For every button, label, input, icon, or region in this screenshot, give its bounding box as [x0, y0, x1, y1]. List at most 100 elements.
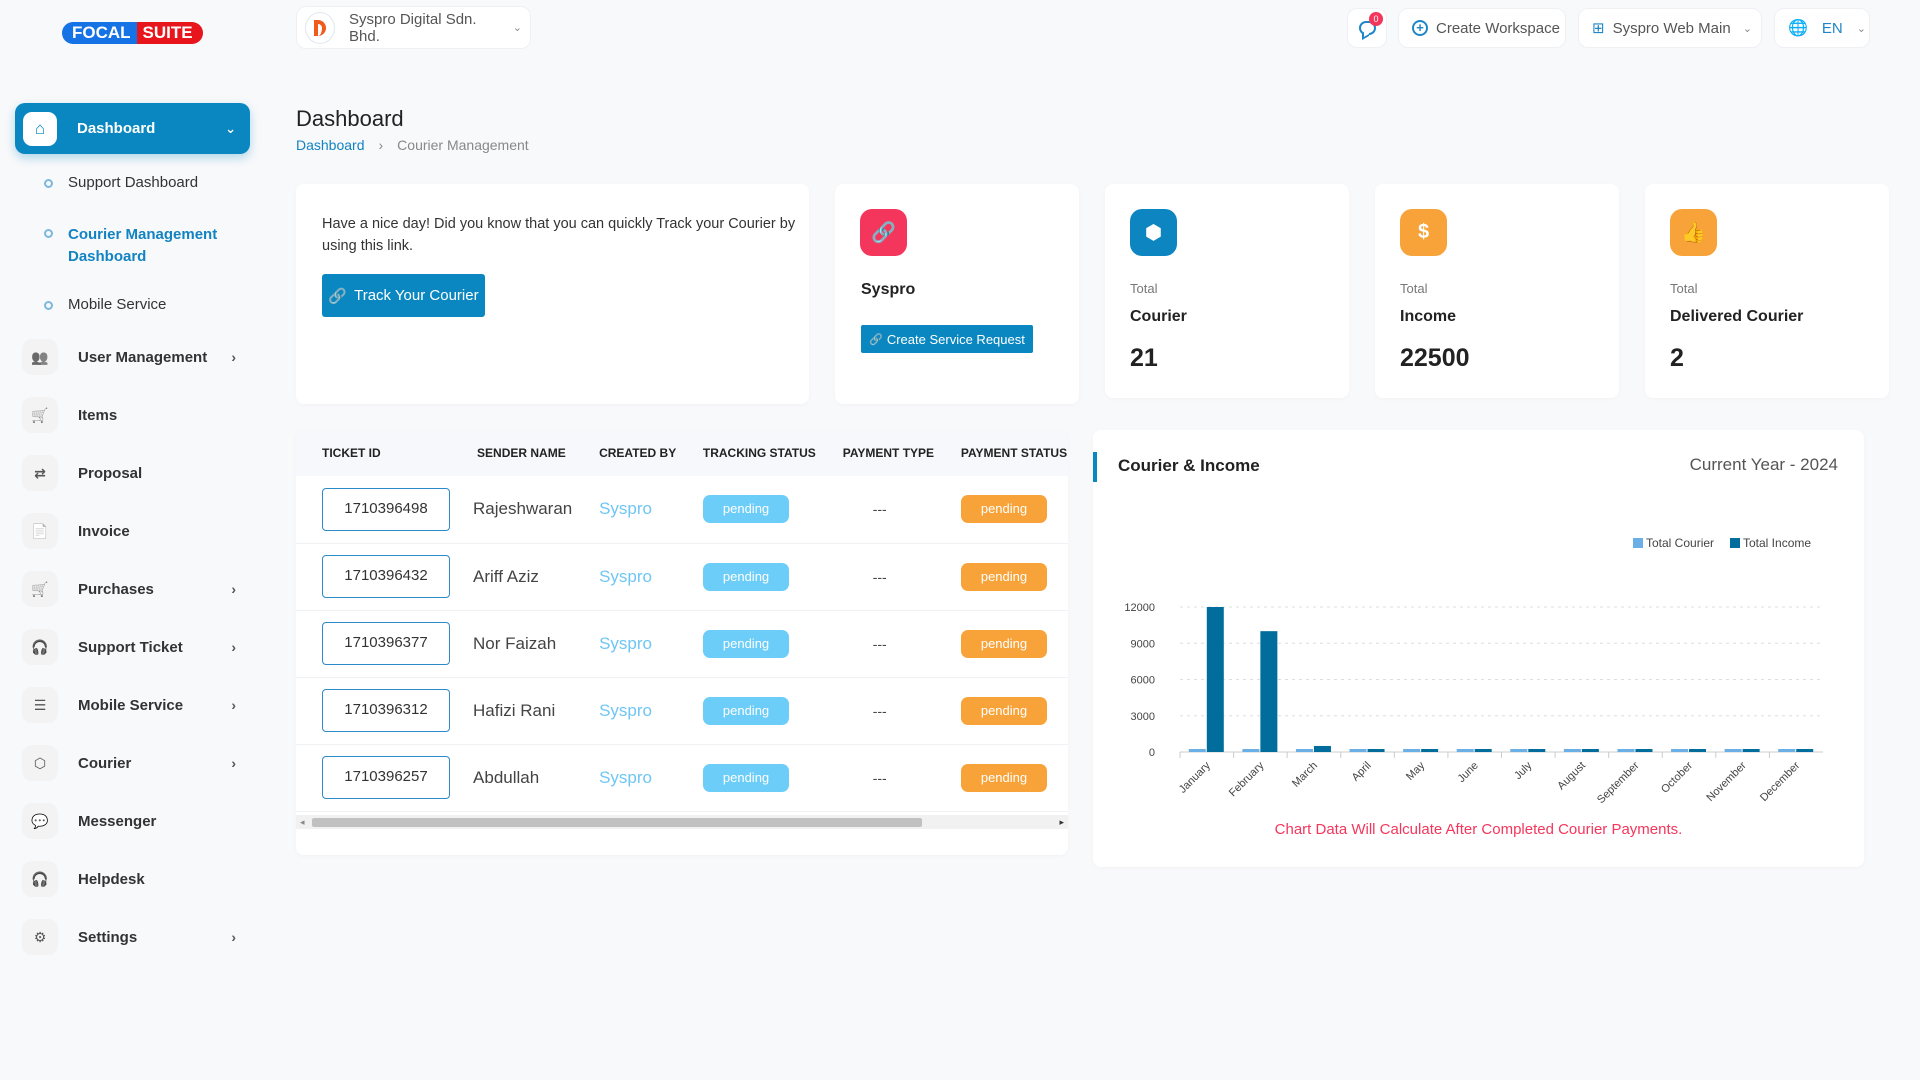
breadcrumb: Dashboard › Courier Management: [296, 137, 529, 153]
proposal-icon: ⇄: [22, 455, 58, 491]
ticket-id-button[interactable]: 1710396377: [322, 622, 450, 665]
bullet-icon: [44, 179, 53, 188]
payment-type: ---: [816, 744, 935, 812]
company-selector[interactable]: Syspro Digital Sdn. Bhd. ⌄: [296, 6, 531, 49]
created-by-link[interactable]: Syspro: [573, 744, 677, 812]
payment-type: ---: [816, 677, 935, 745]
legend-swatch: [1730, 538, 1740, 548]
y-tick-label: 3000: [1131, 711, 1155, 723]
ticket-id-button[interactable]: 1710396257: [322, 756, 450, 799]
workspace-selector[interactable]: ⊞ Syspro Web Main ⌄: [1578, 8, 1762, 48]
sidebar-item-support-ticket[interactable]: 🎧 Support Ticket ›: [22, 625, 250, 669]
bar-total-courier[interactable]: [1403, 749, 1421, 752]
bar-total-income[interactable]: [1206, 607, 1224, 752]
notification-badge: 0: [1369, 12, 1383, 26]
create-service-request-button[interactable]: 🔗 Create Service Request: [861, 325, 1033, 353]
sidebar-subitem-courier-management-dashboard[interactable]: Courier Management Dashboard: [44, 224, 234, 268]
column-header[interactable]: TICKET ID: [296, 430, 452, 476]
bar-total-courier[interactable]: [1349, 749, 1367, 752]
ticket-id-button[interactable]: 1710396312: [322, 689, 450, 732]
link-icon: 🔗: [860, 209, 907, 256]
sender-name: Nor Faizah: [451, 610, 574, 678]
scrollbar-thumb[interactable]: [312, 818, 922, 827]
table-row: 1710396377 Nor Faizah Syspro pending ---…: [296, 610, 1068, 678]
sidebar-item-courier[interactable]: ⬡ Courier ›: [22, 741, 250, 785]
bar-total-courier[interactable]: [1242, 749, 1260, 752]
headset-icon: 🎧: [22, 629, 58, 665]
bar-total-income[interactable]: [1313, 745, 1331, 752]
messages-button[interactable]: 0: [1347, 8, 1387, 48]
sidebar-item-settings[interactable]: ⚙ Settings ›: [22, 915, 250, 959]
bar-total-income[interactable]: [1367, 749, 1385, 752]
bar-total-income[interactable]: [1260, 631, 1278, 752]
sidebar-item-messenger[interactable]: 💬 Messenger: [22, 799, 250, 843]
bar-total-income[interactable]: [1742, 749, 1760, 752]
chevron-right-icon: ›: [231, 755, 236, 771]
x-tick-label: November: [1704, 759, 1749, 804]
sidebar-item-dashboard[interactable]: ⌂ Dashboard ⌄: [15, 103, 250, 154]
column-header[interactable]: PAYMENT STATUS: [934, 430, 1068, 476]
create-workspace-button[interactable]: + Create Workspace: [1398, 8, 1566, 48]
link-icon: 🔗: [869, 333, 883, 346]
breadcrumb-dashboard-link[interactable]: Dashboard: [296, 137, 365, 153]
y-tick-label: 9000: [1131, 638, 1155, 650]
y-tick-label: 12000: [1124, 602, 1155, 614]
bar-total-courier[interactable]: [1724, 749, 1742, 752]
bar-chart: 0 3000 6000 9000 12000 January February March Ap…: [1124, 536, 1823, 806]
sidebar-subitem-mobile-service[interactable]: Mobile Service: [44, 296, 166, 313]
sidebar-item-helpdesk[interactable]: 🎧 Helpdesk: [22, 857, 250, 901]
payment-type: ---: [816, 476, 935, 544]
bar-total-income[interactable]: [1689, 749, 1707, 752]
language-selector[interactable]: 🌐 EN ⌄: [1774, 8, 1870, 48]
track-courier-button[interactable]: 🔗 Track Your Courier: [322, 274, 485, 317]
x-tick-label: May: [1404, 759, 1428, 783]
bar-total-courier[interactable]: [1671, 749, 1689, 752]
sidebar-item-purchases[interactable]: 🛒 Purchases ›: [22, 567, 250, 611]
bar-total-income[interactable]: [1635, 749, 1653, 752]
stat-card-delivered-courier: 👍 Total Delivered Courier 2: [1645, 184, 1889, 398]
column-header[interactable]: CREATED BY: [573, 430, 677, 476]
chevron-down-icon: ⌄: [1742, 22, 1752, 35]
legend-label[interactable]: Total Income: [1743, 536, 1811, 550]
x-tick-label: January: [1177, 759, 1214, 796]
sidebar-item-invoice[interactable]: 📄 Invoice: [22, 509, 250, 553]
courier-table: TICKET ID SENDER NAME CREATED BY TRACKING S…: [296, 430, 1068, 812]
bar-total-income[interactable]: [1528, 749, 1546, 752]
created-by-link[interactable]: Syspro: [573, 677, 677, 745]
sidebar-item-mobile-service[interactable]: ☰ Mobile Service ›: [22, 683, 250, 727]
bar-total-income[interactable]: [1581, 749, 1599, 752]
created-by-link[interactable]: Syspro: [573, 610, 677, 678]
tracking-status-badge: pending: [702, 763, 790, 792]
horizontal-scrollbar[interactable]: ◂ ▸: [296, 815, 1068, 829]
x-tick-label: April: [1350, 760, 1374, 784]
tracking-status-badge: pending: [702, 562, 790, 591]
bar-total-courier[interactable]: [1510, 749, 1528, 752]
created-by-link[interactable]: Syspro: [573, 476, 677, 544]
bar-total-income[interactable]: [1474, 749, 1492, 752]
bar-total-courier[interactable]: [1188, 749, 1206, 752]
bar-total-income[interactable]: [1796, 749, 1814, 752]
bar-total-courier[interactable]: [1295, 749, 1313, 752]
created-by-link[interactable]: Syspro: [573, 543, 677, 611]
column-header[interactable]: PAYMENT TYPE: [816, 430, 935, 476]
bar-total-courier[interactable]: [1778, 749, 1796, 752]
ticket-id-button[interactable]: 1710396498: [322, 487, 450, 531]
sidebar-item-user-management[interactable]: 👥 User Management ›: [22, 335, 250, 379]
bar-total-income[interactable]: [1421, 749, 1439, 752]
sidebar-item-proposal[interactable]: ⇄ Proposal: [22, 451, 250, 495]
legend-label[interactable]: Total Courier: [1646, 536, 1714, 550]
focal-suite-logo[interactable]: FOCAL SUITE: [62, 22, 203, 44]
ticket-id-button[interactable]: 1710396432: [322, 555, 450, 598]
scroll-right-icon[interactable]: ▸: [1059, 817, 1064, 827]
sidebar-subitem-support-dashboard[interactable]: Support Dashboard: [44, 174, 198, 191]
bar-total-courier[interactable]: [1456, 749, 1474, 752]
link-icon: 🔗: [328, 287, 348, 305]
invoice-icon: 📄: [22, 513, 58, 549]
sidebar-item-items[interactable]: 🛒 Items: [22, 393, 250, 437]
payment-type: ---: [816, 610, 935, 678]
bar-total-courier[interactable]: [1563, 749, 1581, 752]
column-header[interactable]: TRACKING STATUS: [676, 430, 817, 476]
bar-total-courier[interactable]: [1617, 749, 1635, 752]
column-header[interactable]: SENDER NAME: [451, 430, 574, 476]
scroll-left-icon[interactable]: ◂: [300, 817, 305, 827]
